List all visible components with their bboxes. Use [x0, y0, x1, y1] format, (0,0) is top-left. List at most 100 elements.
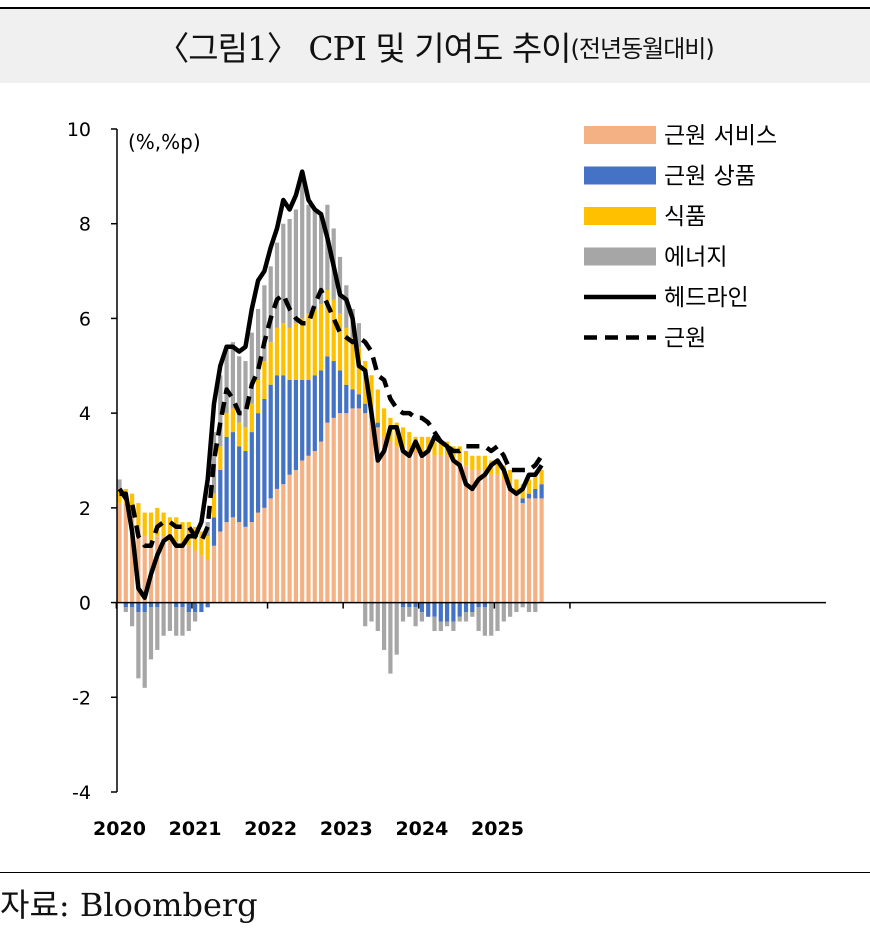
- bar-energy: [123, 607, 128, 613]
- bar-core-services: [419, 451, 424, 603]
- bar-core-goods: [438, 602, 443, 622]
- bar-core-services: [432, 455, 437, 603]
- legend-swatch-core-services: [584, 126, 656, 144]
- bar-core-services: [501, 479, 506, 603]
- bar-core-services: [400, 446, 406, 603]
- bar-energy: [495, 602, 500, 631]
- bar-energy: [136, 612, 141, 679]
- bar-core-services: [293, 469, 298, 603]
- legend-label: 근원: [664, 326, 706, 352]
- bar-energy: [130, 607, 135, 627]
- bar-core-services: [136, 526, 141, 603]
- bar-core-services: [520, 503, 525, 603]
- bar-core-services: [363, 413, 368, 603]
- bar-energy: [142, 612, 147, 688]
- legend-swatch-food: [584, 207, 656, 225]
- bar-food: [350, 337, 355, 390]
- bar-core-services: [243, 526, 248, 603]
- bar-core-services: [211, 545, 217, 603]
- bar-core-services: [230, 517, 235, 603]
- title-band: 〈그림1〉 CPI 및 기여도 추이 (전년동월대비): [0, 9, 870, 83]
- lines-layer: [117, 169, 544, 601]
- bar-core-services: [533, 498, 538, 603]
- bar-energy: [243, 361, 248, 428]
- bar-food: [148, 512, 154, 542]
- bar-food: [117, 488, 122, 504]
- bar-energy: [489, 602, 494, 636]
- bar-core-goods: [293, 379, 298, 470]
- bar-energy: [319, 214, 324, 305]
- x-tick-label: 2025: [471, 818, 524, 840]
- bar-food: [268, 342, 273, 385]
- y-tick-label: 10: [67, 119, 91, 141]
- legend-label: 식품: [664, 204, 706, 230]
- bar-core-services: [337, 413, 343, 603]
- bar-energy: [256, 308, 261, 380]
- bar-core-goods: [533, 488, 538, 499]
- bar-core-goods: [363, 403, 368, 414]
- bar-core-services: [300, 460, 305, 603]
- bar-food: [375, 389, 380, 423]
- bar-core-goods: [155, 602, 160, 608]
- bar-energy: [470, 612, 475, 617]
- chart-title: 〈그림1〉 CPI 및 기여도 추이: [156, 29, 571, 68]
- bar-food: [356, 346, 361, 395]
- bar-core-goods: [419, 602, 424, 613]
- bar-energy: [300, 181, 305, 319]
- bar-core-services: [463, 465, 469, 603]
- bar-core-services: [274, 488, 280, 603]
- bar-energy: [400, 607, 406, 622]
- bar-energy: [382, 602, 387, 650]
- bar-core-goods: [205, 602, 210, 608]
- bar-core-goods: [274, 375, 280, 489]
- bar-food: [300, 318, 305, 380]
- chart-svg: -4 -2 0 2 4 6 8 10 2020 2021 2022 2023 2024 2025 (%,%p…: [67, 119, 826, 840]
- bar-energy: [287, 218, 292, 328]
- bar-energy: [388, 602, 393, 674]
- bar-energy: [274, 242, 280, 328]
- bar-food: [508, 469, 513, 485]
- bar-core-services: [193, 550, 198, 603]
- bar-food: [136, 503, 141, 527]
- bar-core-services: [407, 451, 412, 603]
- bar-core-goods: [319, 370, 324, 442]
- bar-core-services: [369, 417, 374, 603]
- bar-food: [180, 522, 185, 546]
- bar-core-services: [514, 493, 519, 603]
- bar-food: [230, 408, 235, 433]
- bar-energy: [375, 602, 380, 631]
- bar-energy: [413, 607, 418, 627]
- bar-core-goods: [186, 602, 191, 613]
- bar-core-goods: [463, 602, 469, 613]
- bar-core-goods: [457, 602, 462, 617]
- legend-label: 헤드라인: [664, 285, 749, 311]
- source-note: 자료: Bloomberg: [0, 886, 258, 924]
- bar-core-goods: [262, 398, 267, 508]
- bar-core-goods: [331, 361, 336, 418]
- bar-core-services: [155, 536, 160, 603]
- bar-core-goods: [281, 375, 286, 485]
- bar-core-goods: [211, 517, 217, 546]
- bar-food: [274, 327, 280, 376]
- y-tick-label: 8: [79, 214, 91, 236]
- bar-core-goods: [400, 602, 406, 608]
- bar-energy: [463, 612, 469, 622]
- y-tick-label: 2: [79, 498, 91, 520]
- bar-core-goods: [470, 602, 475, 613]
- bar-core-goods: [130, 602, 135, 608]
- bar-core-services: [262, 507, 267, 603]
- bar-core-services: [445, 455, 450, 603]
- bar-core-services: [180, 545, 185, 603]
- bar-energy: [281, 223, 286, 324]
- bar-core-goods: [123, 602, 128, 608]
- legend-swatch-energy: [584, 247, 656, 266]
- bar-core-services: [205, 559, 210, 603]
- bar-energy: [438, 621, 443, 631]
- bar-energy: [363, 602, 368, 627]
- bar-energy: [457, 616, 462, 622]
- bar-core-goods: [237, 446, 242, 523]
- bar-energy: [211, 432, 217, 494]
- bar-core-goods: [268, 384, 273, 499]
- legend-label: 근원 상품: [664, 164, 756, 190]
- bar-energy: [508, 602, 513, 617]
